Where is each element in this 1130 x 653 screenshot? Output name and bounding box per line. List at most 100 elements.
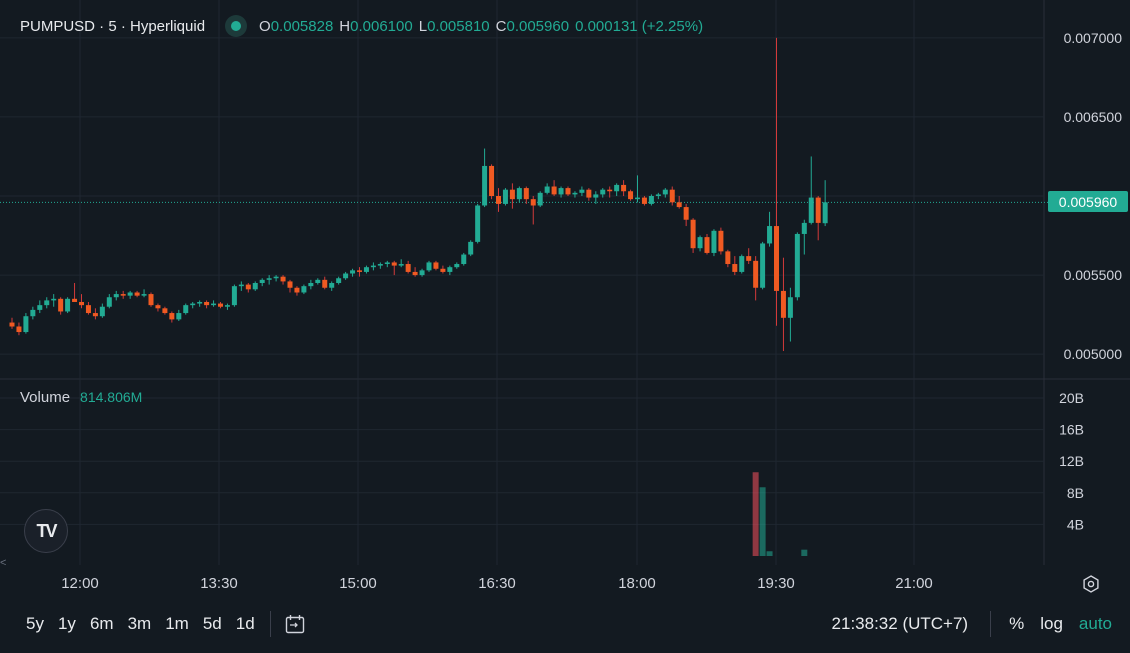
candle-body [787, 297, 793, 318]
candle-body [350, 270, 356, 274]
candle-body [711, 230, 717, 253]
time-tick-label: 13:30 [200, 575, 238, 592]
volume-tick-label: 16B [1059, 422, 1084, 438]
candle-body [391, 262, 397, 266]
candle-body [30, 309, 36, 317]
candle-body [697, 237, 703, 249]
candle-body [134, 292, 140, 296]
volume-bar [801, 549, 808, 556]
range-1d-button[interactable]: 1d [235, 614, 255, 633]
candle-body [725, 251, 731, 265]
volume-bar [766, 551, 773, 556]
candle-body [99, 306, 105, 317]
volume-tick-label: 4B [1067, 516, 1084, 532]
candle-body [641, 197, 647, 204]
candle-body [774, 226, 779, 291]
candle-body [607, 189, 613, 192]
candle-body [558, 188, 564, 195]
toolbar-divider [269, 611, 271, 637]
candle-body [454, 264, 460, 268]
candle-body [127, 292, 133, 296]
symbol-title[interactable]: PUMPUSD · 5 · Hyperliquid [20, 17, 206, 35]
calendar-goto-icon-svg [285, 615, 304, 634]
gear-icon[interactable] [1080, 573, 1102, 595]
candle-body [739, 256, 745, 272]
range-1m-button[interactable]: 1m [165, 614, 189, 633]
candle-body [79, 301, 84, 306]
candle-body [794, 233, 800, 298]
gear-icon-svg [1083, 575, 1099, 593]
candle-body [676, 202, 682, 208]
tradingview-logo-icon[interactable]: TV [24, 509, 68, 553]
candle-body [85, 305, 91, 314]
candle-body [9, 322, 15, 327]
candle-body [92, 313, 98, 317]
candle-body [287, 281, 293, 288]
range-6m-button[interactable]: 6m [89, 614, 114, 633]
candle-body [600, 189, 606, 195]
market-open-dot-icon [231, 21, 242, 31]
candle-body [120, 294, 126, 296]
candle-body [419, 270, 425, 276]
candle-body [72, 298, 78, 302]
range-5y-button[interactable]: 5y [26, 614, 44, 633]
candle-body [621, 184, 627, 192]
time-tick-label: 15:00 [339, 575, 377, 592]
percent-scale-toggle[interactable]: % [1009, 614, 1025, 633]
open-value: 0.005828 [270, 17, 334, 35]
candle-body [815, 197, 821, 223]
log-scale-toggle[interactable]: log [1040, 614, 1063, 633]
candle-body [426, 262, 432, 271]
candle-body [301, 286, 307, 293]
candle-body [16, 326, 22, 333]
symbol-legend: PUMPUSD · 5 · Hyperliquid O 0.005828 H 0… [20, 15, 709, 37]
range-buttons: 5y 1y 6m 3m 1m 5d 1d [19, 614, 262, 634]
candle-body [329, 283, 335, 288]
candle-body [169, 313, 175, 320]
candle-body [405, 264, 411, 272]
range-1y-button[interactable]: 1y [57, 614, 76, 633]
volume-label[interactable]: Volume [20, 389, 71, 406]
candle-body [551, 186, 557, 195]
candle-body [760, 243, 766, 288]
candle-body [440, 268, 446, 272]
candle-body [162, 308, 168, 314]
candle-body [266, 278, 272, 280]
market-status-icon[interactable] [225, 15, 248, 37]
last-price-badge: 0.005960 [1048, 191, 1128, 212]
chevron-left-icon[interactable]: < [0, 557, 7, 569]
candle-body [343, 273, 349, 279]
candle-body [586, 189, 592, 198]
close-value: 0.005960 [506, 17, 570, 35]
volume-tick-label: 20B [1059, 390, 1084, 406]
candle-body [468, 241, 474, 255]
candle-body [322, 279, 328, 288]
timezone-clock[interactable]: 21:38:32 (UTC+7) [831, 614, 969, 633]
candle-body [148, 294, 154, 306]
candle-body [308, 283, 314, 287]
candle-body [801, 222, 807, 234]
bottom-toolbar: 5y 1y 6m 3m 1m 5d 1d 21:38:32 (UTC+7) % … [0, 604, 1130, 644]
auto-scale-toggle[interactable]: auto [1078, 614, 1112, 633]
candle-body [106, 297, 112, 307]
candle-body [280, 276, 286, 282]
candle-body [44, 300, 50, 306]
candle-body [447, 267, 453, 272]
range-3m-button[interactable]: 3m [127, 614, 152, 633]
candle-body [635, 197, 640, 200]
candle-body [732, 264, 738, 272]
candle-body [572, 192, 578, 195]
candle-body [204, 301, 210, 306]
price-tick-label: 0.006500 [1064, 109, 1123, 125]
candle-body [753, 260, 759, 288]
close-key: C [495, 17, 507, 35]
range-5d-button[interactable]: 5d [202, 614, 222, 633]
calendar-goto-icon[interactable] [281, 611, 309, 637]
candle-body [51, 298, 57, 301]
candle-body [23, 316, 29, 333]
candle-body [190, 303, 196, 306]
volume-tick-label: 8B [1067, 485, 1084, 501]
price-tick-label: 0.005000 [1064, 346, 1123, 362]
